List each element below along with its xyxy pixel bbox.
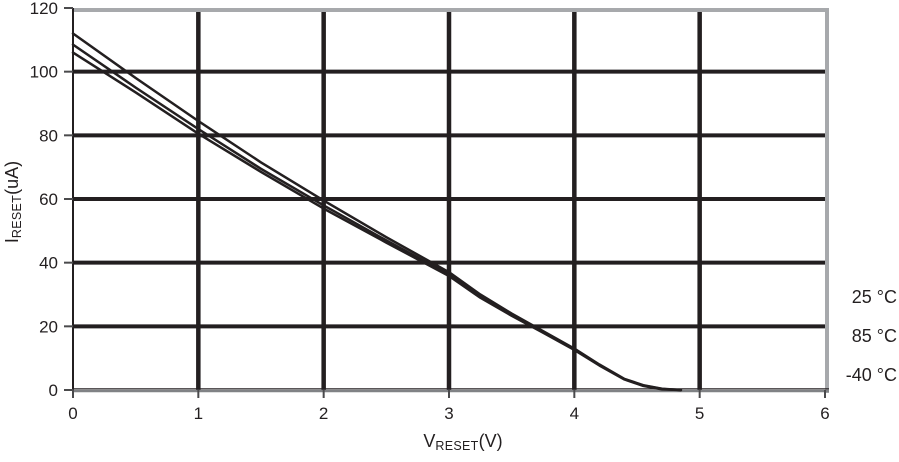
legend-label-85c: 85 °C: [851, 326, 897, 346]
x-tick-label: 3: [444, 404, 453, 423]
legend-label-minus40c: -40 °C: [845, 365, 897, 385]
x-tick-label: 1: [194, 404, 203, 423]
y-tick-label: 80: [39, 126, 58, 145]
y-tick-label: 20: [39, 317, 58, 336]
series-line-0: [71, 32, 683, 392]
x-tick-label: 6: [820, 404, 829, 423]
series-line-2: [71, 51, 683, 392]
y-axis-title-unit: (uA): [2, 160, 22, 195]
y-tick-label: 0: [49, 381, 58, 400]
y-axis-title-symbol: I: [2, 238, 22, 244]
y-tick-label: 100: [30, 63, 58, 82]
legend-label-25c: 25 °C: [851, 287, 897, 307]
y-tick-label: 40: [39, 254, 58, 273]
y-axis-title-subscript: RESET: [10, 194, 24, 239]
x-tick-label: 2: [319, 404, 328, 423]
y-tick-label: 60: [39, 190, 58, 209]
x-axis-title-subscript: RESET: [435, 439, 479, 453]
x-tick-label: 4: [570, 404, 579, 423]
x-axis-title-symbol: V: [423, 431, 436, 451]
legend: 25 °C 85 °C -40 °C: [829, 287, 897, 404]
y-axis-title: IRESET(uA): [2, 136, 24, 268]
x-tick-label: 5: [695, 404, 704, 423]
y-tick-label: 120: [30, 0, 58, 18]
x-tick-label: 0: [68, 404, 77, 423]
x-axis-title-unit: (V): [478, 431, 503, 451]
x-axis-title: VRESET(V): [398, 431, 528, 453]
